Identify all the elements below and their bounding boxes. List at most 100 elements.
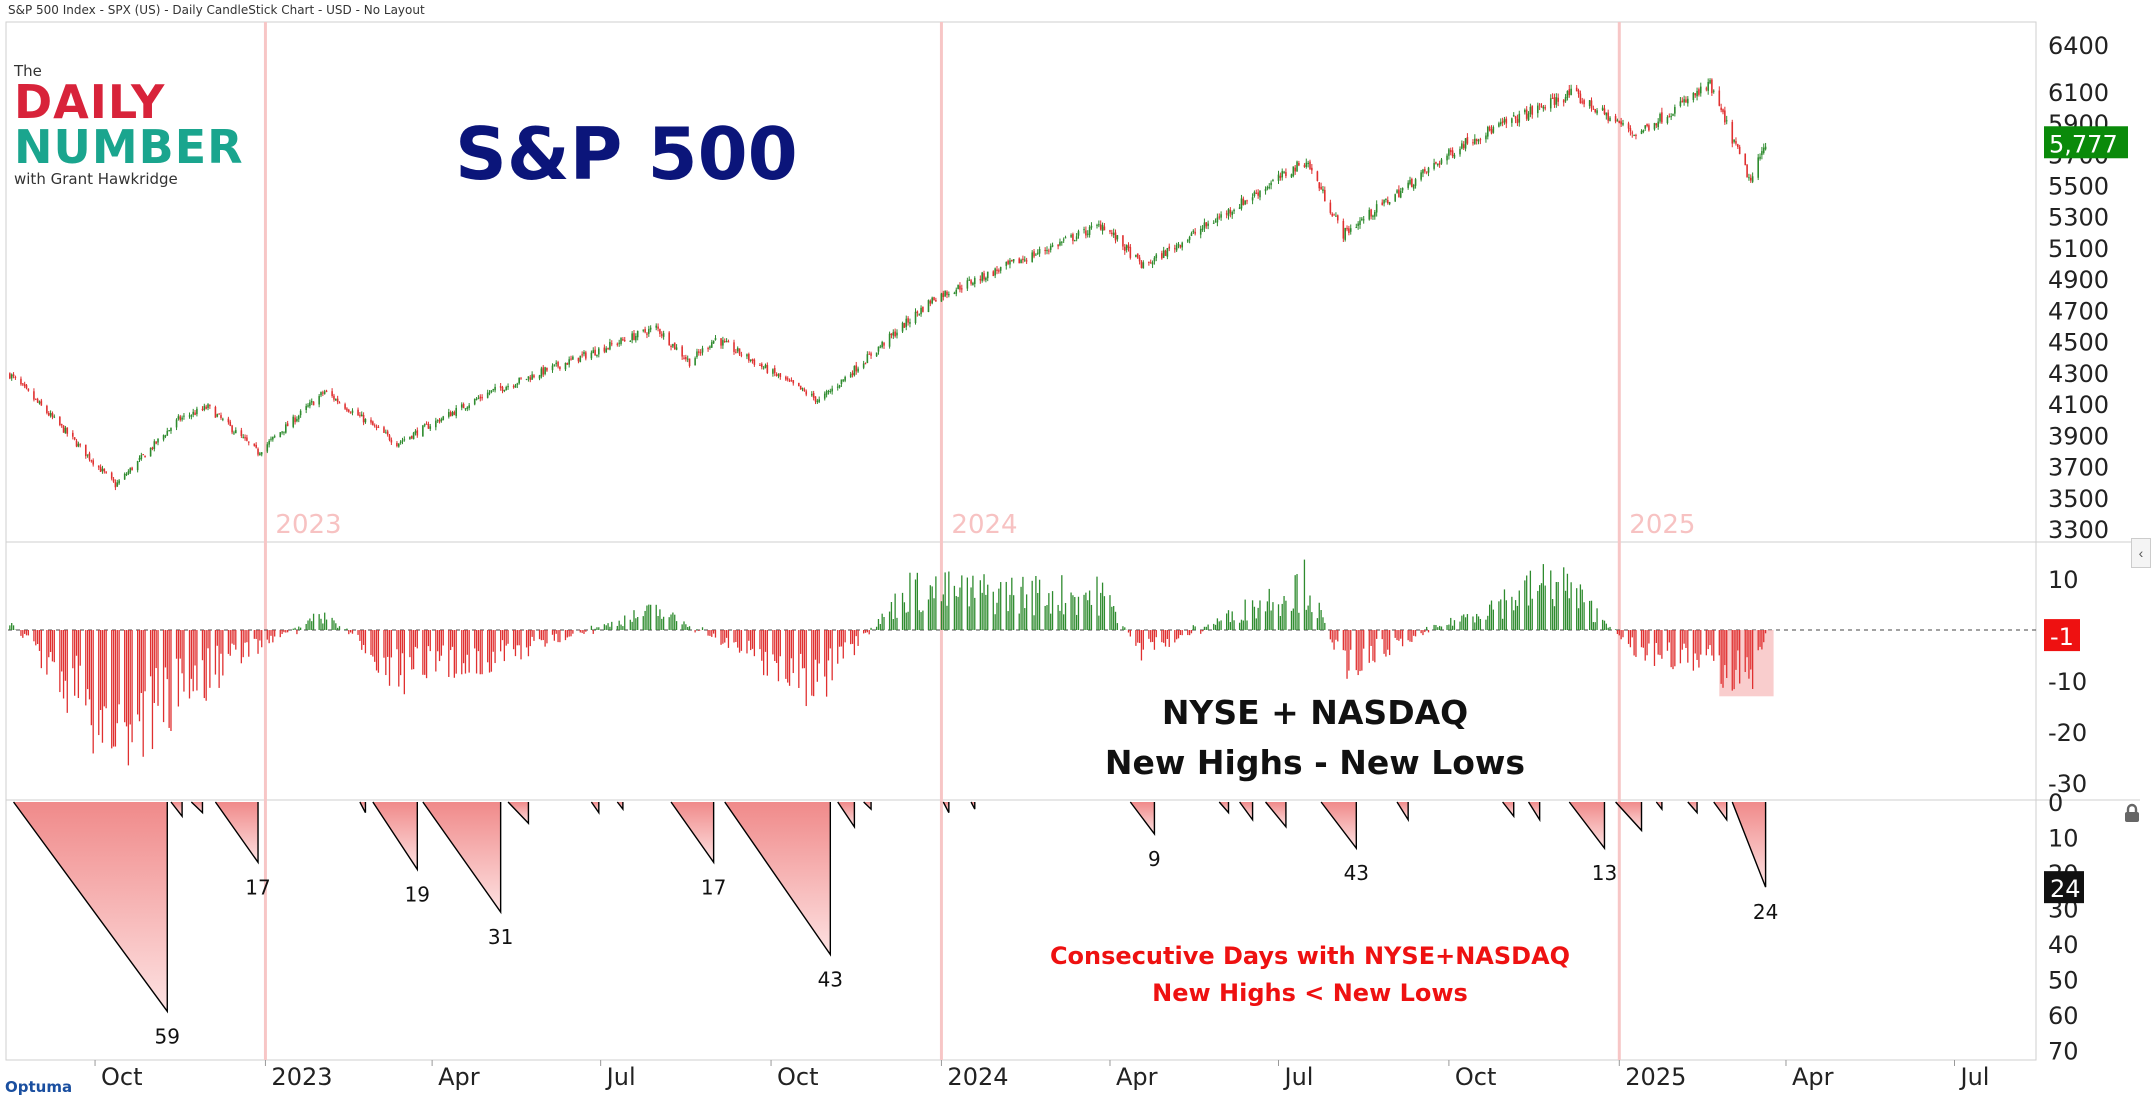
candle-body [1488, 126, 1491, 131]
candle-body [786, 378, 789, 380]
candle-body [377, 426, 380, 428]
candle-body [1233, 209, 1235, 212]
candle-body [1492, 127, 1495, 133]
candle-body [205, 406, 207, 409]
candle-body [1448, 149, 1450, 156]
candle-body [710, 342, 713, 348]
candle-body [505, 386, 508, 391]
candle-body [1349, 228, 1352, 232]
candle-body [831, 388, 833, 392]
streak-axis-tick: 70 [2048, 1037, 2079, 1065]
candle-body [1566, 90, 1569, 98]
nhnl-last-badge [2044, 619, 2080, 652]
logo-the: The [14, 62, 42, 80]
candle-body [623, 339, 626, 341]
candle-body [529, 377, 532, 380]
candle-body [1557, 97, 1559, 102]
streak-outline [1129, 801, 1156, 837]
candle-body [86, 454, 89, 456]
candle-body [1168, 246, 1171, 249]
nhnl-axis-tick: -30 [2048, 770, 2087, 798]
candle-body [60, 424, 63, 426]
candle-body [961, 288, 963, 290]
candle-body [927, 300, 930, 313]
candle-body [698, 351, 700, 353]
scroll-left-icon[interactable]: ‹ [2131, 538, 2151, 568]
candle-body [785, 376, 787, 380]
candle-body [1292, 166, 1295, 176]
candle-body [53, 416, 56, 418]
candle-body [1735, 141, 1737, 144]
x-axis-label: Oct [101, 1063, 142, 1091]
candle-body [1761, 151, 1763, 156]
candle-body [1594, 108, 1597, 113]
candle-body [103, 468, 106, 472]
candle-body [709, 346, 711, 348]
candle-body [1536, 105, 1539, 114]
candle-body [1266, 187, 1269, 189]
streak-outline [1713, 801, 1728, 822]
candle-body [920, 307, 922, 315]
candle-body [14, 376, 17, 378]
candle-body [1762, 147, 1765, 153]
candle-body [1051, 245, 1054, 247]
candle-body [799, 385, 802, 390]
logo-daily: DAILY [14, 75, 166, 129]
streak-outline [507, 801, 530, 826]
candle-body [520, 378, 522, 380]
candle-body [84, 444, 87, 457]
candle-body [118, 480, 120, 484]
candle-body [438, 420, 441, 423]
candle-body [1359, 220, 1361, 225]
candle-body [1499, 122, 1502, 125]
candle-body [1451, 150, 1454, 157]
candle-body [75, 440, 78, 447]
candle-body [792, 380, 795, 384]
candle-body [735, 351, 737, 353]
nhnl-last-value: -1 [2050, 623, 2074, 651]
candle-body [1438, 163, 1441, 165]
candle-body [1023, 259, 1026, 261]
price-axis-tick: 3700 [2048, 454, 2109, 482]
candle-body [125, 474, 128, 476]
candle-body [240, 430, 243, 437]
candle-body [649, 327, 652, 330]
candle-body [1614, 116, 1617, 122]
candle-body [390, 439, 393, 443]
candle-body [657, 326, 659, 329]
candle-body [209, 405, 211, 407]
candle-body [746, 354, 748, 357]
candle-body [1464, 138, 1467, 149]
candle-body [979, 279, 982, 281]
candle-body [1049, 246, 1052, 250]
candle-body [662, 333, 665, 337]
candle-body [568, 359, 570, 365]
candle-body [307, 405, 309, 407]
candle-body [396, 442, 398, 447]
candle-body [440, 418, 443, 422]
candle-body [466, 407, 469, 410]
candle-body [1251, 197, 1254, 201]
candle-body [33, 391, 35, 400]
candle-body [644, 329, 646, 333]
candle-body [153, 441, 156, 450]
candle-body [712, 340, 715, 344]
candle-body [1553, 97, 1556, 106]
candle-body [1090, 225, 1093, 228]
candle-body [944, 290, 946, 297]
year-watermark-2023: 2023 [275, 510, 341, 540]
candle-body [948, 294, 950, 296]
lock-icon[interactable] [2121, 802, 2143, 824]
candle-body [1538, 104, 1541, 106]
candle-body [853, 365, 856, 376]
candle-body [1718, 90, 1721, 106]
candle-body [616, 343, 619, 345]
streak-outline [1615, 801, 1643, 833]
candle-body [1103, 226, 1106, 231]
candle-body [851, 373, 854, 376]
candle-body [1542, 106, 1545, 109]
candle-body [685, 356, 687, 360]
candle-body [760, 363, 763, 367]
candle-body [259, 453, 261, 456]
nhnl-axis-tick: 10 [2048, 566, 2079, 594]
